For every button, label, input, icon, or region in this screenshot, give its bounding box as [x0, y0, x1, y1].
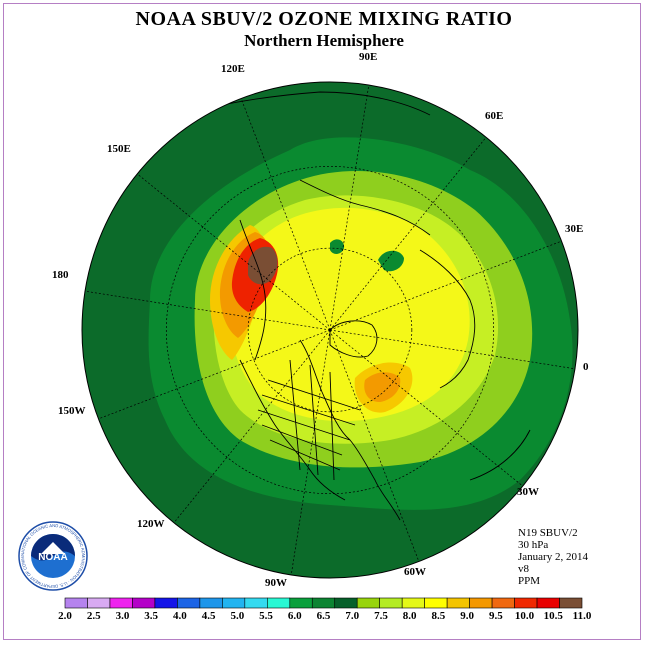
lon-label-60e: 60E [485, 110, 504, 122]
latitude-circle [247, 247, 413, 413]
meridian-line [98, 329, 331, 420]
legend-tick-label: 6.5 [317, 610, 331, 622]
meridian-line [84, 290, 331, 331]
legend-tick-label: 9.5 [489, 610, 503, 622]
coastlines [199, 91, 531, 521]
legend-swatch [267, 597, 291, 609]
coast-greenland [329, 320, 378, 358]
logo-text: NOAA [38, 552, 67, 563]
legend-swatch [154, 597, 178, 609]
lon-label-90w: 90W [265, 577, 287, 589]
legend-tick-label: 5.5 [259, 610, 273, 622]
legend-swatch [446, 597, 470, 609]
legend-tick-label: 10.0 [515, 610, 535, 622]
lon-label-90e: 90E [359, 51, 378, 63]
noaa-logo: NATIONAL OCEANIC AND ATMOSPHERIC ADMINIS… [17, 520, 88, 591]
legend-swatch [311, 597, 336, 609]
coast-europe [419, 249, 476, 389]
meridian-line [137, 173, 331, 331]
legend-tick-label: 8.0 [403, 610, 417, 622]
meridian-line [290, 329, 331, 576]
ozone-field [82, 82, 578, 578]
meridian-line [240, 98, 331, 331]
meta-date: January 2, 2014 [518, 551, 588, 563]
legend-tick-label: 2.0 [58, 610, 72, 622]
coast-asia-north [299, 179, 431, 236]
legend-swatch [334, 597, 358, 609]
meridian-line [329, 329, 523, 487]
legend-swatch [401, 597, 425, 609]
color-legend: 2.0 2.5 3.0 3.5 4.0 4.5 5.0 5.5 6.0 6.5 7.0 7.5 8.0 8… [58, 597, 592, 622]
legend-swatch [559, 597, 583, 609]
legend-swatch [514, 597, 538, 609]
field-green-spot-2 [378, 250, 404, 272]
page-title: NOAA SBUV/2 OZONE MIXING RATIO [135, 8, 513, 30]
legend-swatch [222, 597, 246, 609]
legend-tick-label: 8.5 [432, 610, 446, 622]
coast-north-america-west [239, 359, 346, 501]
hemisphere-boundary [81, 81, 579, 579]
meta-instrument: N19 SBUV/2 [518, 527, 578, 539]
field-green-spot-1 [330, 239, 345, 254]
lon-label-150e: 150E [107, 143, 131, 155]
legend-tick-label: 10.5 [544, 610, 564, 622]
meridian-line [329, 329, 576, 370]
coast-africa [469, 429, 531, 481]
meridian-line [329, 84, 370, 331]
legend-tick-label: 2.5 [87, 610, 101, 622]
legend-tick-label: 3.0 [116, 610, 130, 622]
legend-tick-label: 7.0 [345, 610, 359, 622]
legend-swatch [109, 597, 133, 609]
legend-swatch [132, 597, 156, 609]
legend-swatch [379, 597, 403, 609]
legend-swatch [424, 597, 448, 609]
state-borders-meridional [289, 359, 335, 481]
legend-tick-label: 7.5 [374, 610, 388, 622]
legend-swatch [469, 597, 493, 609]
meta-version: v8 [518, 563, 529, 575]
meta-units: PPM [518, 575, 541, 587]
legend-swatch [199, 597, 223, 609]
legend-swatch [491, 597, 515, 609]
lon-label-180: 180 [52, 269, 69, 281]
lon-label-0: 0 [583, 361, 589, 373]
lon-label-60w: 60W [404, 566, 426, 578]
legend-tick-label: 5.0 [230, 610, 244, 622]
meridian-line [329, 240, 562, 331]
legend-tick-label: 11.0 [573, 610, 592, 622]
legend-swatch [177, 597, 201, 609]
legend-tick-label: 6.0 [288, 610, 302, 622]
coast-asia-south [199, 91, 431, 116]
legend-tick-label: 4.0 [173, 610, 187, 622]
legend-swatch [87, 597, 111, 609]
field-brown-core [248, 246, 278, 285]
lon-label-120w: 120W [137, 518, 165, 530]
legend-tick-label: 4.5 [202, 610, 216, 622]
legend-swatch [356, 597, 380, 609]
figure-frame [3, 3, 641, 640]
meta-pressure-level: 30 hPa [518, 539, 549, 551]
legend-swatch [64, 597, 88, 609]
latitude-circle [165, 165, 495, 495]
graticule [84, 84, 576, 576]
legend-swatch [289, 597, 313, 609]
lon-label-30e: 30E [565, 223, 584, 235]
legend-swatch [536, 597, 560, 609]
lon-label-30w: 30W [517, 486, 539, 498]
field-orange-spot [364, 372, 401, 402]
lon-label-120e: 120E [221, 63, 245, 75]
lon-label-150w: 150W [58, 405, 86, 417]
legend-tick-label: 3.5 [144, 610, 158, 622]
state-borders [257, 379, 361, 471]
page-subtitle: Northern Hemisphere [244, 31, 404, 50]
meridian-line [329, 137, 487, 331]
meridian-line [329, 329, 420, 562]
legend-tick-label: 9.0 [460, 610, 474, 622]
meridian-line [173, 329, 331, 523]
coast-pacific-rim [239, 219, 267, 361]
legend-swatch [244, 597, 268, 609]
